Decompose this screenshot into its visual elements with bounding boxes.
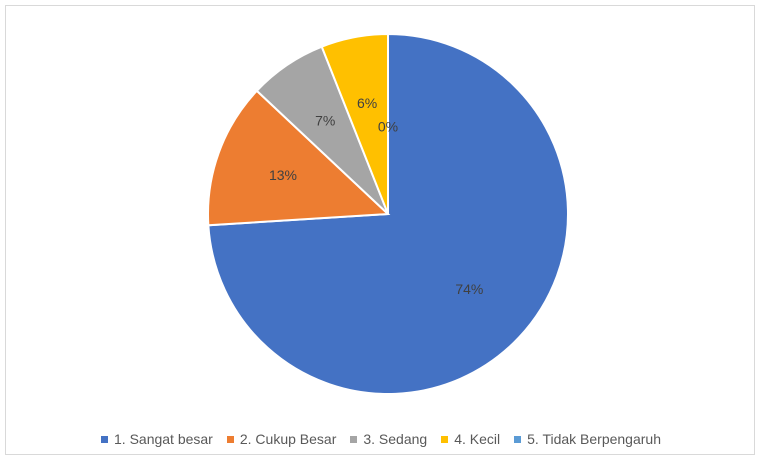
legend-label-4: 4. Kecil	[454, 431, 501, 447]
legend-swatch-2	[226, 435, 234, 443]
legend-item-2: 2. Cukup Besar	[226, 431, 337, 447]
legend-item-1: 1. Sangat besar	[101, 431, 213, 447]
data-label-2: 13%	[269, 167, 297, 183]
legend-item-3: 3. Sedang	[350, 431, 427, 447]
pie-slices	[207, 32, 569, 395]
data-label-3: 7%	[315, 112, 335, 128]
legend-label-3: 3. Sedang	[363, 431, 428, 447]
legend-swatch-3	[350, 435, 358, 443]
legend: 1. Sangat besar 2. Cukup Besar 3. Sedang 4.…	[6, 428, 756, 450]
legend-item-5: 5. Tidak Berpengaruh	[514, 431, 661, 447]
legend-swatch-4	[441, 435, 449, 443]
legend-label-5: 5. Tidak Berpengaruh	[527, 431, 661, 447]
data-label-4: 6%	[357, 95, 377, 111]
chart-area: 74% 13% 7% 6% 0% 1. Sangat besar 2. Cukup Bes…	[5, 5, 755, 455]
data-label-5: 0%	[378, 118, 398, 134]
data-label-1: 74%	[455, 281, 483, 297]
pie-data-labels: 74% 13% 7% 6%0%	[269, 95, 483, 297]
legend-label-2: 2. Cukup Besar	[239, 431, 337, 447]
pie-slice-4	[320, 32, 389, 215]
legend-swatch-5	[514, 435, 522, 443]
legend-item-4: 4. Kecil	[441, 431, 500, 447]
pie-chart: 74% 13% 7% 6%0%	[207, 32, 569, 395]
legend-label-1: 1. Sangat besar	[114, 431, 213, 447]
pie-slice-2	[207, 89, 391, 227]
legend-swatch-1	[101, 435, 108, 443]
